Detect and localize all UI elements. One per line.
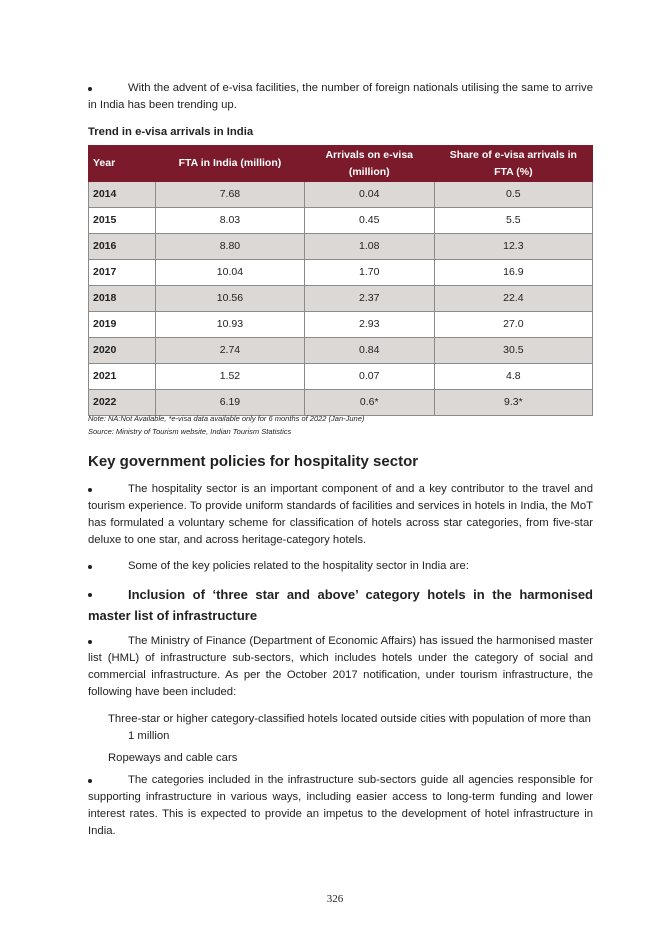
list: Three-star or higher category-classified… xyxy=(108,711,593,767)
table-row: 2018 10.56 2.37 22.4 xyxy=(87,285,594,312)
list-item: Ropeways and cable cars xyxy=(108,750,593,767)
table-cell: 0.45 xyxy=(303,207,435,234)
table-cell: 7.68 xyxy=(155,181,305,208)
table-cell: 2014 xyxy=(87,181,157,208)
heading: Key government policies for hospitality … xyxy=(88,453,419,470)
list-item: Three-star or higher category-classified… xyxy=(108,711,593,745)
table-row: 2014 7.68 0.04 0.5 xyxy=(87,181,594,208)
table-cell: 2015 xyxy=(87,207,157,234)
table-cell: 0.6* xyxy=(303,389,435,416)
table-cell: 22.4 xyxy=(433,285,594,312)
table-note: Note: NA:Not Available, *e-visa data ava… xyxy=(88,414,365,423)
table-row: 2017 10.04 1.70 16.9 xyxy=(87,259,594,286)
paragraph-text: The categories included in the infrastru… xyxy=(88,774,593,837)
column-header: Arrivals on e-visa (million) xyxy=(303,145,435,182)
paragraph: The Ministry of Finance (Department of E… xyxy=(88,633,593,701)
table-cell: 5.5 xyxy=(433,207,594,234)
paragraph: The categories included in the infrastru… xyxy=(88,772,593,840)
table-cell: 16.9 xyxy=(433,259,594,286)
column-header: FTA in India (million) xyxy=(155,145,305,182)
table-cell: 0.04 xyxy=(303,181,435,208)
table-cell: 2.93 xyxy=(303,311,435,338)
paragraph: Some of the key policies related to the … xyxy=(88,558,593,575)
table-cell: 2.74 xyxy=(155,337,305,364)
list-text: Ropeways and cable cars xyxy=(108,752,238,764)
table-cell: 2017 xyxy=(87,259,157,286)
table-row: 2015 8.03 0.45 5.5 xyxy=(87,207,594,234)
table-cell: 8.80 xyxy=(155,233,305,260)
table-cell: 10.56 xyxy=(155,285,305,312)
paragraph-text: The Ministry of Finance (Department of E… xyxy=(88,635,593,698)
table-cell: 2016 xyxy=(87,233,157,260)
table-cell: 30.5 xyxy=(433,337,594,364)
table-cell: 10.93 xyxy=(155,311,305,338)
table-cell: 8.03 xyxy=(155,207,305,234)
intro: With the advent of e-visa facilities, th… xyxy=(88,80,593,114)
table-row: 2016 8.80 1.08 12.3 xyxy=(87,233,594,260)
table-cell: 2.37 xyxy=(303,285,435,312)
paragraph: The hospitality sector is an important c… xyxy=(88,481,593,549)
table-cell: 2021 xyxy=(87,363,157,390)
list-text: Three-star or higher category-classified… xyxy=(108,713,591,742)
table-cell: 9.3* xyxy=(433,389,594,416)
table-row: 2022 6.19 0.6* 9.3* xyxy=(87,389,594,416)
table-cell: 12.3 xyxy=(433,233,594,260)
table-cell: 1.70 xyxy=(303,259,435,286)
table-cell: 27.0 xyxy=(433,311,594,338)
paragraph-text: Some of the key policies related to the … xyxy=(128,560,469,572)
table-row: 2019 10.93 2.93 27.0 xyxy=(87,311,594,338)
table-title: Trend in e-visa arrivals in India xyxy=(88,126,254,138)
intro-text: With the advent of e-visa facilities, th… xyxy=(88,82,593,111)
table-cell: 2020 xyxy=(87,337,157,364)
table-source: Source: Ministry of Tourism website, Ind… xyxy=(88,427,292,436)
table-cell: 0.84 xyxy=(303,337,435,364)
table-cell: 1.52 xyxy=(155,363,305,390)
column-header: Year xyxy=(87,145,157,182)
table-wrap: Year FTA in India (million) Arrivals on e-… xyxy=(87,145,594,416)
column-header: Share of e-visa arrivals in FTA (%) xyxy=(433,145,594,182)
table-cell: 10.04 xyxy=(155,259,305,286)
table-cell: 1.08 xyxy=(303,233,435,260)
table-cell: 2022 xyxy=(87,389,157,416)
table-cell: 2019 xyxy=(87,311,157,338)
page-number: 326 xyxy=(326,893,344,905)
table-row: 2020 2.74 0.84 30.5 xyxy=(87,337,594,364)
subheading-text: Inclusion of ‘three star and above’ cate… xyxy=(88,587,593,623)
table: Year FTA in India (million) Arrivals on e-… xyxy=(87,145,594,416)
table-cell: 0.5 xyxy=(433,181,594,208)
table-cell: 4.8 xyxy=(433,363,594,390)
table-row: 2021 1.52 0.07 4.8 xyxy=(87,363,594,390)
paragraph-text: The hospitality sector is an important c… xyxy=(88,483,593,546)
table-cell: 0.07 xyxy=(303,363,435,390)
subheading: Inclusion of ‘three star and above’ cate… xyxy=(88,584,593,626)
table-cell: 2018 xyxy=(87,285,157,312)
table-cell: 6.19 xyxy=(155,389,305,416)
header-row: Year FTA in India (million) Arrivals on e-… xyxy=(87,145,594,182)
